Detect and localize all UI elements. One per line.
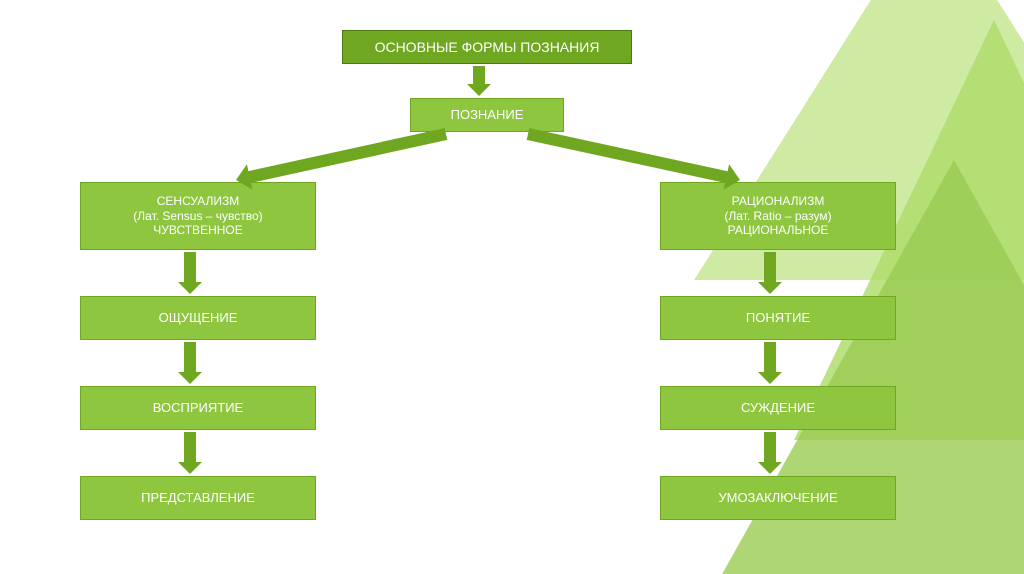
node-title: ОСНОВНЫЕ ФОРМЫ ПОЗНАНИЯ: [342, 30, 632, 64]
node-judgment: СУЖДЕНИЕ: [660, 386, 896, 430]
node-label: ПРЕДСТАВЛЕНИЕ: [141, 490, 255, 506]
arrow-down-icon: [178, 252, 202, 294]
node-inference: УМОЗАКЛЮЧЕНИЕ: [660, 476, 896, 520]
node-sensualism: СЕНСУАЛИЗМ (Лат. Sensus – чувство) ЧУВСТ…: [80, 182, 316, 250]
node-sensation: ОЩУЩЕНИЕ: [80, 296, 316, 340]
node-representation: ПРЕДСТАВЛЕНИЕ: [80, 476, 316, 520]
node-label: ОСНОВНЫЕ ФОРМЫ ПОЗНАНИЯ: [375, 39, 600, 56]
node-perception: ВОСПРИЯТИЕ: [80, 386, 316, 430]
arrow-down-icon: [758, 342, 782, 384]
arrow-down-icon: [758, 432, 782, 474]
arrow-down-icon: [758, 252, 782, 294]
node-label: ОЩУЩЕНИЕ: [159, 310, 238, 326]
arrow-down-icon: [178, 342, 202, 384]
node-label: ПОНЯТИЕ: [746, 310, 810, 326]
arrow-down-icon: [467, 66, 491, 96]
node-label: СЕНСУАЛИЗМ (Лат. Sensus – чувство) ЧУВСТ…: [133, 194, 262, 237]
node-label: УМОЗАКЛЮЧЕНИЕ: [718, 490, 837, 506]
node-label: ПОЗНАНИЕ: [451, 107, 524, 123]
node-label: ВОСПРИЯТИЕ: [153, 400, 243, 416]
node-concept: ПОНЯТИЕ: [660, 296, 896, 340]
diagram-canvas: ОСНОВНЫЕ ФОРМЫ ПОЗНАНИЯ ПОЗНАНИЕ СЕНСУАЛИЗ…: [0, 0, 1024, 574]
arrow-down-icon: [178, 432, 202, 474]
node-rationalism: РАЦИОНАЛИЗМ (Лат. Ratio – разум) РАЦИОНА…: [660, 182, 896, 250]
node-cognition: ПОЗНАНИЕ: [410, 98, 564, 132]
node-label: СУЖДЕНИЕ: [741, 400, 815, 416]
node-label: РАЦИОНАЛИЗМ (Лат. Ratio – разум) РАЦИОНА…: [724, 194, 831, 237]
